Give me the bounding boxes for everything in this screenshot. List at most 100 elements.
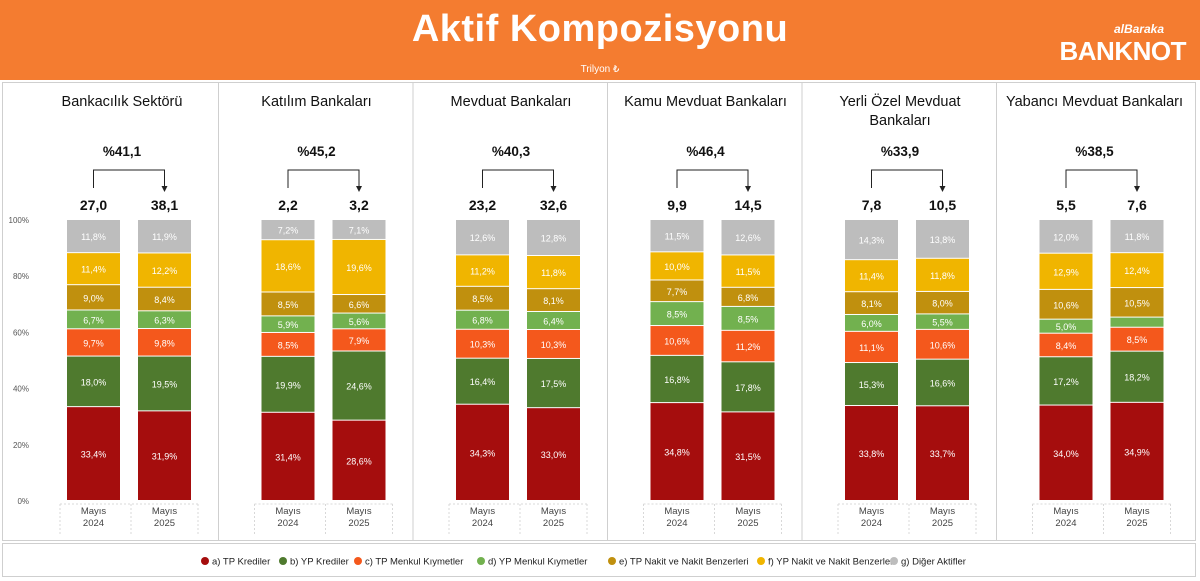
x-category-label: Mayıs: [275, 506, 301, 517]
bar-segment-g: [138, 220, 191, 253]
bar-segment-a: [456, 404, 509, 500]
bar-segment-b: [261, 356, 315, 412]
data-label: 8,4%: [1056, 341, 1077, 351]
data-label: 12,2%: [152, 266, 178, 276]
x-category-label: Mayıs: [1124, 506, 1150, 517]
bar-segment-f: [456, 255, 509, 286]
data-label: 12,6%: [470, 233, 496, 243]
growth-connector: [482, 169, 554, 188]
bar-segment-b: [67, 356, 120, 407]
growth-connector: [287, 169, 360, 188]
bar-total-label: 27,0: [80, 197, 107, 213]
x-category-label: 2024: [277, 518, 298, 529]
bar-segment-e: [261, 292, 315, 316]
data-label: 11,4%: [81, 265, 106, 275]
bar-segment-c: [67, 329, 120, 356]
x-category-label: 2025: [1126, 518, 1147, 529]
bar-segment-a: [67, 407, 120, 500]
x-category-label: 2025: [737, 518, 758, 529]
data-label: 8,4%: [154, 295, 175, 305]
data-label: 11,9%: [152, 232, 177, 242]
growth-connector: [676, 169, 749, 188]
data-label: 10,6%: [1053, 300, 1079, 310]
data-label: 11,8%: [81, 232, 106, 242]
x-category-label: Mayıs: [81, 506, 107, 517]
bar-segment-a: [721, 412, 775, 500]
data-label: 7,1%: [349, 225, 370, 235]
bar-segment-b: [721, 362, 775, 412]
data-label: 8,5%: [278, 340, 299, 350]
x-category-label: Mayıs: [346, 506, 372, 517]
bar-segment-g: [650, 220, 704, 252]
connector-arrowhead: [161, 186, 168, 192]
bar-segment-a: [650, 403, 704, 500]
bar-total-label: 3,2: [349, 197, 369, 213]
x-category-label: 2024: [861, 518, 882, 529]
bar-segment-d: [650, 302, 704, 326]
bar-segment-e: [916, 291, 969, 314]
data-label: 6,0%: [861, 319, 882, 329]
bar-segment-d: [721, 306, 775, 330]
data-label: 34,9%: [1124, 447, 1150, 457]
bar-segment-d: [332, 313, 386, 329]
x-category-label: 2025: [543, 518, 564, 529]
connector-arrowhead: [356, 186, 362, 192]
bar-total-label: 7,6: [1127, 197, 1147, 213]
data-label: 28,6%: [346, 456, 372, 466]
bar-segment-b: [332, 351, 386, 420]
bar-segment-a: [332, 420, 386, 500]
data-label: 9,7%: [83, 338, 104, 348]
bar-segment-a: [138, 411, 191, 500]
x-category-label: Mayıs: [930, 506, 956, 517]
bar-total-label: 2,2: [278, 197, 298, 213]
legend-entry: c) TP Menkul Kıymetler: [365, 557, 463, 568]
data-label: 10,0%: [664, 262, 690, 272]
data-label: 8,5%: [1127, 335, 1148, 345]
growth-label: %45,2: [297, 144, 335, 159]
x-category-label: Mayıs: [735, 506, 761, 517]
panel-title: Kamu Mevduat Bankaları: [624, 94, 787, 110]
bar-segment-e: [527, 289, 580, 311]
legend-entry: d) YP Menkul Kıymetler: [488, 557, 587, 568]
data-label: 17,5%: [541, 379, 567, 389]
bar-segment-c: [332, 329, 386, 351]
legend-marker: [354, 557, 362, 565]
bar-segment-d: [261, 316, 315, 332]
bar-segment-c: [456, 329, 509, 358]
data-label: 18,6%: [275, 262, 301, 272]
growth-label: %46,4: [686, 144, 725, 159]
data-label: 8,5%: [667, 310, 688, 320]
data-label: 18,0%: [81, 377, 107, 387]
data-label: 11,2%: [736, 342, 761, 352]
data-label: 19,9%: [275, 380, 301, 390]
growth-label: %38,5: [1075, 144, 1114, 159]
x-category-label: 2024: [472, 518, 493, 529]
bar-total-label: 32,6: [540, 197, 567, 213]
x-category-label: 2024: [83, 518, 104, 529]
bar-segment-a: [261, 412, 315, 500]
panel-title: Mevduat Bankaları: [451, 94, 572, 110]
data-label: 34,3%: [470, 448, 496, 458]
bar-segment-d: [67, 310, 120, 329]
growth-label: %41,1: [103, 144, 142, 159]
bar-segment-g: [527, 220, 580, 256]
data-label: 8,1%: [543, 296, 564, 306]
legend-entry: g) Diğer Aktifler: [901, 557, 966, 568]
data-label: 10,3%: [470, 340, 496, 350]
bar-total-label: 7,8: [862, 197, 882, 213]
data-label: 33,7%: [930, 449, 956, 459]
data-label: 10,5%: [1124, 298, 1150, 308]
bar-segment-a: [1110, 402, 1164, 500]
data-label: 7,9%: [349, 336, 370, 346]
data-label: 18,2%: [1124, 373, 1150, 383]
data-label: 11,8%: [930, 271, 955, 281]
data-label: 6,7%: [83, 315, 104, 325]
legend-entry: b) YP Krediler: [290, 557, 349, 568]
growth-connector: [1065, 169, 1138, 188]
bar-total-label: 9,9: [667, 197, 687, 213]
data-label: 6,6%: [349, 300, 370, 310]
unit-label: Trilyon ₺: [580, 64, 620, 75]
bar-segment-e: [1039, 289, 1093, 319]
data-label: 13,8%: [930, 235, 956, 245]
bar-segment-f: [261, 240, 315, 292]
